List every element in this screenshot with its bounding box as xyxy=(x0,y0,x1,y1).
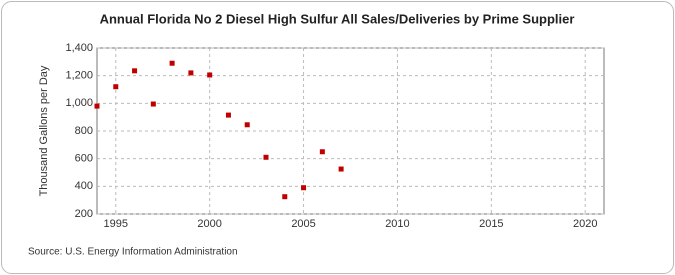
x-tick-label: 1995 xyxy=(104,218,128,230)
point xyxy=(113,84,119,90)
point xyxy=(94,103,100,109)
point xyxy=(188,70,194,76)
x-tick-label: 2010 xyxy=(385,218,409,230)
y-tick-label: 1,200 xyxy=(65,70,93,82)
y-tick-label: 1,000 xyxy=(65,97,93,109)
point xyxy=(150,101,156,107)
point xyxy=(169,60,175,66)
point xyxy=(319,149,325,155)
point xyxy=(263,154,269,160)
y-tick-label: 1,400 xyxy=(65,42,93,54)
chart-title: Annual Florida No 2 Diesel High Sulfur A… xyxy=(100,11,575,26)
y-tick-label: 200 xyxy=(75,208,93,220)
x-tick-label: 2015 xyxy=(479,218,503,230)
y-tick-label: 800 xyxy=(75,125,93,137)
point xyxy=(282,194,288,200)
point xyxy=(301,185,307,191)
point xyxy=(207,72,213,78)
y-tick-label: 400 xyxy=(75,180,93,192)
x-tick-label: 2020 xyxy=(573,218,597,230)
y-tick-label: 600 xyxy=(75,153,93,165)
point xyxy=(132,68,138,74)
x-tick-label: 2000 xyxy=(197,218,221,230)
source-note: Source: U.S. Energy Information Administ… xyxy=(28,247,238,258)
point xyxy=(338,166,344,172)
point xyxy=(225,112,231,118)
x-tick-label: 2005 xyxy=(291,218,315,230)
point xyxy=(244,122,250,128)
y-axis-label: Thousand Gallons per Day xyxy=(38,65,50,196)
